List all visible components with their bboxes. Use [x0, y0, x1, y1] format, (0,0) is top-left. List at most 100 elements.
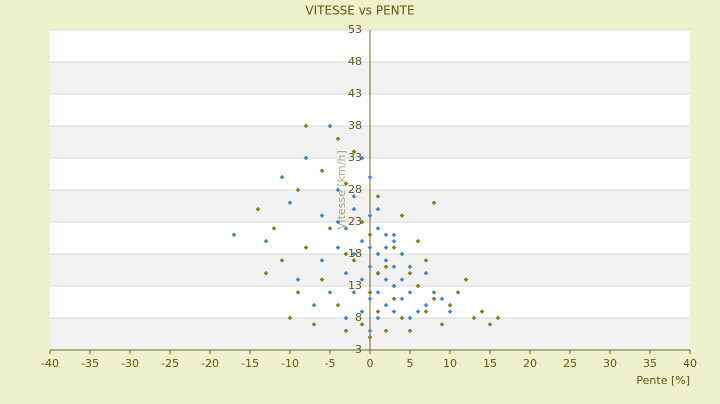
point [367, 264, 373, 270]
y-tick-label: 43 [348, 87, 362, 100]
x-tick-label: 5 [407, 357, 414, 370]
point [391, 264, 397, 270]
point [375, 251, 381, 257]
point [335, 187, 341, 193]
x-tick-label: -40 [41, 357, 59, 370]
point [359, 155, 365, 161]
chart-title: VITESSE vs PENTE [305, 4, 414, 18]
point [287, 315, 293, 321]
point [447, 302, 453, 308]
x-tick-label: 25 [563, 357, 577, 370]
point [343, 328, 349, 334]
point [439, 322, 445, 327]
point [359, 277, 365, 282]
point [439, 296, 445, 302]
point [391, 232, 397, 238]
y-tick-label: 48 [348, 55, 362, 68]
point [407, 328, 413, 334]
point [423, 258, 429, 263]
point [399, 315, 405, 321]
point [423, 309, 429, 314]
point [367, 174, 373, 180]
y-tick-label: 18 [348, 247, 362, 260]
point [391, 296, 397, 302]
point [287, 200, 293, 206]
x-tick-label: 35 [643, 357, 657, 370]
point [359, 309, 365, 314]
point [319, 258, 325, 263]
point [375, 194, 381, 199]
point [335, 136, 341, 142]
point [263, 238, 269, 244]
point [327, 290, 333, 295]
point [367, 213, 373, 218]
point [391, 238, 397, 244]
point [375, 309, 381, 314]
point [343, 226, 349, 231]
y-tick-label: 33 [348, 151, 362, 164]
point [327, 226, 333, 231]
point [367, 334, 373, 340]
point [383, 232, 389, 238]
point [263, 270, 269, 276]
point [231, 232, 237, 238]
point [391, 245, 397, 250]
x-tick-label: 10 [443, 357, 457, 370]
point [303, 123, 309, 129]
point [375, 290, 381, 295]
point [343, 251, 349, 257]
y-tick-label: 13 [348, 279, 362, 292]
x-tick-label: 15 [483, 357, 497, 370]
point [303, 155, 309, 161]
point [311, 322, 317, 327]
point [375, 315, 381, 321]
point [375, 270, 381, 276]
point [399, 277, 405, 282]
point [319, 277, 325, 282]
x-tick-label: -35 [81, 357, 99, 370]
point [407, 270, 413, 276]
point [351, 258, 357, 263]
point [311, 302, 317, 308]
point [399, 213, 405, 218]
point [351, 251, 357, 257]
point [255, 206, 261, 212]
point [367, 328, 373, 334]
point [431, 200, 437, 206]
points [231, 123, 501, 340]
point [367, 245, 373, 250]
y-tick-label: 23 [348, 215, 362, 228]
point [415, 238, 421, 244]
point [431, 296, 437, 302]
point [447, 309, 453, 314]
point [367, 290, 373, 295]
x-tick-label: 20 [523, 357, 537, 370]
point [391, 283, 397, 289]
point [407, 264, 413, 270]
point [375, 206, 381, 212]
point [399, 296, 405, 302]
point [351, 149, 357, 154]
point [383, 328, 389, 334]
point [463, 277, 469, 282]
x-tick-label: -20 [201, 357, 219, 370]
point [351, 206, 357, 212]
point [383, 277, 389, 282]
point [359, 219, 365, 225]
point [383, 302, 389, 308]
point [471, 315, 477, 321]
point [343, 270, 349, 276]
point [407, 290, 413, 295]
x-tick-label: -15 [241, 357, 259, 370]
x-tick-label: -25 [161, 357, 179, 370]
point [359, 322, 365, 327]
x-tick-label: -30 [121, 357, 139, 370]
x-tick-label: -5 [325, 357, 336, 370]
point [279, 258, 285, 263]
point [391, 309, 397, 314]
point [335, 302, 341, 308]
point [295, 277, 301, 282]
point [383, 258, 389, 263]
